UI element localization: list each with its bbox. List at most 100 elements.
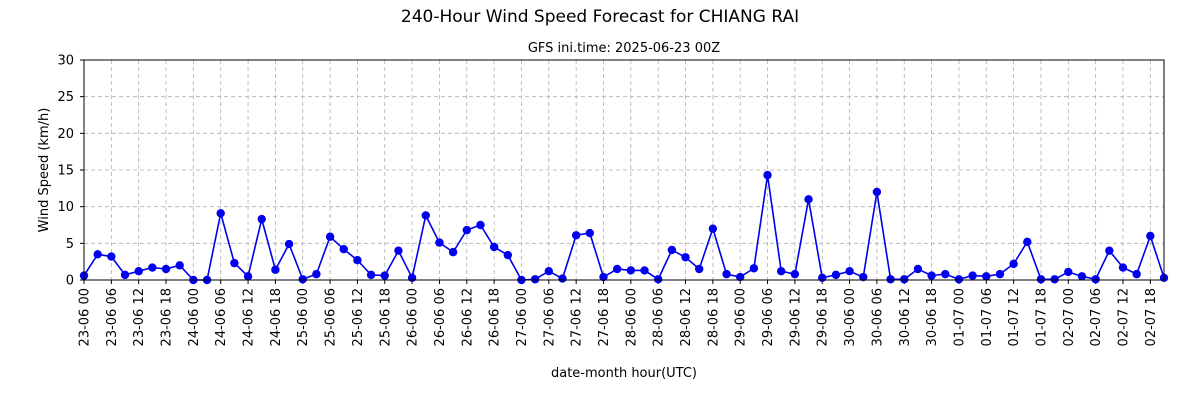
y-axis-ticks: 0 5 10 15 20 25 30 [57, 54, 84, 289]
data-point [790, 269, 800, 279]
x-tick-label: 26-06 18 [488, 288, 503, 346]
data-point [325, 232, 335, 241]
x-tick-label: 30-06 12 [898, 288, 913, 346]
x-tick-label: 26-06 00 [406, 288, 421, 346]
x-tick-label: 27-06 06 [542, 288, 557, 346]
data-point [298, 275, 307, 284]
data-point [503, 250, 512, 260]
data-point [886, 275, 895, 284]
x-tick-label: 25-06 00 [296, 288, 311, 346]
data-point [900, 275, 909, 284]
x-tick-label: 29-06 00 [734, 288, 749, 346]
x-tick-label: 26-06 06 [433, 288, 448, 346]
x-tick-label: 29-06 12 [788, 288, 803, 346]
data-point [120, 270, 130, 280]
x-tick-label: 27-06 12 [570, 288, 585, 346]
data-point [257, 214, 266, 224]
x-axis-ticks: 23-06 00 23-06 06 23-06 12 23-06 18 24-06 00… [78, 280, 1159, 346]
data-point [1009, 259, 1018, 269]
data-point [284, 239, 294, 249]
data-point [476, 220, 485, 230]
data-point [708, 224, 718, 233]
x-tick-label: 25-06 06 [324, 288, 339, 346]
x-tick-label: 28-06 00 [624, 288, 639, 346]
data-point [640, 266, 649, 275]
data-point [749, 264, 759, 273]
x-tick-label: 29-06 06 [761, 288, 776, 346]
x-tick-label: 01-07 12 [1007, 288, 1022, 346]
data-point [1105, 246, 1114, 255]
data-point [571, 231, 581, 240]
data-point [1091, 275, 1100, 284]
x-tick-label: 30-06 00 [843, 288, 858, 346]
data-point [407, 273, 417, 282]
x-tick-label: 28-06 12 [679, 288, 694, 346]
data-point [585, 228, 595, 238]
x-tick-label: 01-07 00 [952, 288, 967, 346]
x-tick-label: 24-06 06 [214, 288, 229, 346]
data-point [804, 195, 813, 204]
x-tick-label: 02-07 00 [1062, 288, 1077, 346]
x-tick-label: 29-06 18 [816, 288, 831, 346]
y-tick-label: 0 [66, 274, 74, 289]
data-point [230, 258, 239, 268]
x-tick-label: 02-07 12 [1116, 288, 1131, 346]
x-axis-label: date-month hour(UTC) [551, 366, 697, 381]
data-point [1023, 237, 1032, 247]
data-point [421, 211, 430, 220]
data-point [530, 275, 540, 284]
x-tick-label: 24-06 18 [269, 288, 284, 346]
series-line [83, 175, 1165, 281]
x-tick-label: 23-06 18 [160, 288, 175, 346]
data-point [667, 245, 677, 255]
y-tick-label: 5 [66, 237, 74, 252]
data-point [435, 238, 444, 247]
data-point [312, 269, 321, 279]
y-tick-label: 25 [57, 90, 74, 105]
x-tick-label: 27-06 18 [597, 288, 612, 346]
x-tick-label: 02-07 18 [1144, 288, 1159, 346]
data-point [599, 272, 608, 282]
x-tick-label: 24-06 00 [187, 288, 202, 346]
y-tick-label: 20 [57, 127, 74, 142]
data-point [941, 269, 950, 279]
data-point [1118, 263, 1128, 272]
x-tick-label: 25-06 12 [351, 288, 366, 346]
data-point [872, 187, 882, 197]
y-tick-label: 10 [57, 200, 74, 215]
data-point [722, 269, 731, 279]
data-point [448, 247, 458, 257]
x-tick-label: 28-06 18 [706, 288, 721, 346]
data-point [927, 271, 936, 280]
data-point [968, 271, 977, 280]
x-tick-label: 02-07 06 [1089, 288, 1104, 346]
y-tick-label: 30 [57, 54, 74, 69]
y-tick-label: 15 [57, 164, 74, 179]
chart-subtitle: GFS ini.time: 2025-06-23 00Z [528, 41, 720, 56]
data-point [626, 266, 636, 275]
data-point [394, 246, 403, 255]
data-point [134, 267, 143, 276]
data-point [243, 272, 253, 281]
data-point [271, 265, 280, 274]
y-axis-label: Wind Speed (km/h) [37, 108, 52, 233]
plot-frame [83, 59, 1165, 281]
data-point [777, 267, 786, 276]
data-point [1050, 275, 1059, 284]
x-tick-label: 23-06 00 [78, 288, 93, 346]
data-point [653, 275, 663, 284]
data-point [1036, 275, 1046, 284]
data-point [763, 170, 772, 180]
data-point [1132, 269, 1141, 279]
x-tick-label: 26-06 12 [460, 288, 475, 346]
x-tick-label: 24-06 12 [242, 288, 257, 346]
x-tick-label: 28-06 06 [652, 288, 667, 346]
data-point [612, 264, 622, 274]
x-tick-label: 30-06 18 [925, 288, 940, 346]
data-point [818, 273, 827, 282]
data-point [380, 271, 389, 280]
data-point [681, 253, 690, 262]
data-point [366, 270, 376, 280]
data-point [161, 264, 171, 274]
data-point [845, 267, 854, 276]
